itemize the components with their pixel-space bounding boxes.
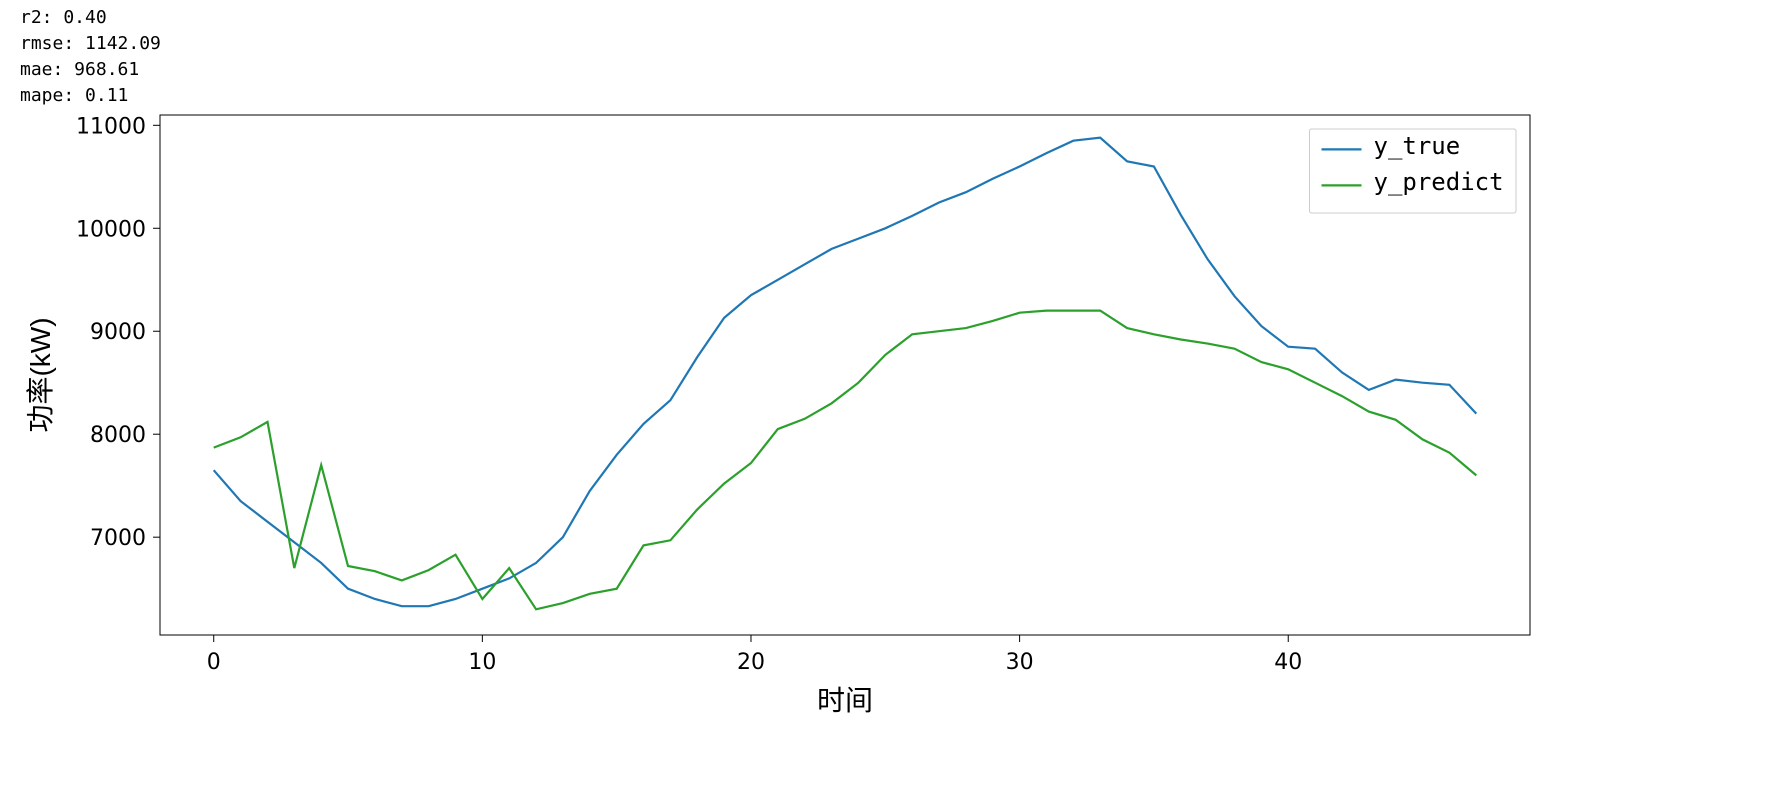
metric-r2: r2: 0.40 [20, 5, 161, 31]
y-tick-label: 8000 [90, 423, 146, 448]
series-y_predict [214, 311, 1477, 610]
line-chart: 0 10 20 30 40 7000 8000 9000 10000 11000 时间 功率(kW) y… [0, 105, 1765, 787]
metric-mae: mae: 968.61 [20, 57, 161, 83]
y-axis-label: 功率(kW) [25, 317, 56, 432]
y-tick-label: 9000 [90, 320, 146, 345]
legend-label: y_predict [1374, 168, 1504, 196]
x-tick-label: 40 [1274, 650, 1302, 675]
series-y_true [214, 138, 1477, 607]
y-tick-label: 10000 [76, 217, 146, 242]
x-tick-label: 10 [468, 650, 496, 675]
x-axis-label: 时间 [817, 685, 873, 716]
metric-rmse: rmse: 1142.09 [20, 31, 161, 57]
legend-label: y_true [1374, 132, 1461, 160]
x-tick-label: 30 [1006, 650, 1034, 675]
metrics-block: r2: 0.40 rmse: 1142.09 mae: 968.61 mape:… [20, 5, 161, 109]
x-tick-label: 20 [737, 650, 765, 675]
y-tick-label: 11000 [76, 114, 146, 139]
chart-container: 0 10 20 30 40 7000 8000 9000 10000 11000 时间 功率(kW) y… [0, 105, 1765, 787]
x-tick-label: 0 [207, 650, 221, 675]
y-tick-label: 7000 [90, 526, 146, 551]
